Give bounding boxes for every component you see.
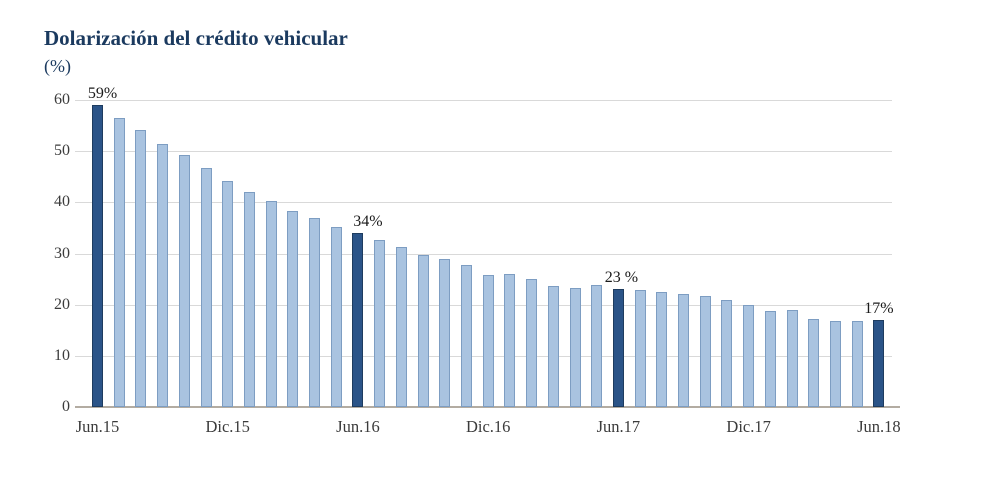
bar-data-label-Jun.18: 17% xyxy=(864,300,894,318)
bar-May.16 xyxy=(330,227,342,407)
bar-Dic.17 xyxy=(743,305,755,407)
x-axis-tick-label-Jun.18: Jun.18 xyxy=(857,417,901,436)
y-axis-tick-label-60: 60 xyxy=(54,91,70,108)
gridline-y30 xyxy=(75,253,892,255)
bar-Sep.17 xyxy=(678,293,690,407)
bar-Jun.18 xyxy=(873,320,885,407)
x-axis-tick-label-Dic.17: Dic.17 xyxy=(726,417,771,436)
x-axis-tick-label-Jun.17: Jun.17 xyxy=(596,417,641,436)
y-axis-tick-label-0: 0 xyxy=(62,398,70,415)
bar-Ene.17 xyxy=(504,273,516,407)
bar-Oct.15 xyxy=(178,155,190,407)
y-axis-tick-label-40: 40 xyxy=(54,193,70,211)
x-axis-tick-label-Dic.15: Dic.15 xyxy=(205,417,250,436)
bar-Jul.17 xyxy=(634,290,646,407)
bar-Oct.17 xyxy=(699,295,711,407)
bar-Mar.17 xyxy=(547,285,559,407)
bar-Ago.15 xyxy=(135,130,147,407)
x-axis-tick-label-Jun.15: Jun.15 xyxy=(75,417,120,436)
y-axis-tick-label-50: 50 xyxy=(54,142,70,160)
bar-Nov.15 xyxy=(200,168,212,407)
bar-Nov.17 xyxy=(721,299,733,407)
bar-Mar.16 xyxy=(287,210,299,407)
bar-data-label-Jun.17: 23 % xyxy=(604,269,639,287)
bar-Feb.17 xyxy=(526,278,538,407)
bar-Ene.18 xyxy=(764,310,776,407)
bar-Feb.18 xyxy=(786,310,798,407)
bar-Jun.15 xyxy=(92,105,103,407)
chart-title: Dolarización del crédito vehicular xyxy=(44,26,348,50)
x-axis-tick-label-Dic.16: Dic.16 xyxy=(465,417,511,436)
y-axis-tick-label-30: 30 xyxy=(54,244,70,262)
bar-data-label-Jun.15: 59% xyxy=(87,85,118,103)
bar-Jun.16 xyxy=(352,233,364,407)
gridline-y40 xyxy=(75,202,892,204)
bar-Sep.16 xyxy=(417,254,429,407)
y-axis-unit-label: (%) xyxy=(44,56,71,76)
bar-Mar.18 xyxy=(808,319,820,407)
bar-Abr.18 xyxy=(829,321,841,407)
bar-Ene.16 xyxy=(243,191,255,407)
bar-Sep.15 xyxy=(157,144,169,407)
bar-data-label-Jun.16: 34% xyxy=(353,213,383,231)
bar-Ago.17 xyxy=(656,292,668,407)
bar-Jun.17 xyxy=(612,289,624,407)
bar-Jul.15 xyxy=(113,117,125,407)
y-axis-tick-label-20: 20 xyxy=(54,295,70,313)
bar-May.18 xyxy=(851,320,863,407)
x-axis-tick-label-Jun.16: Jun.16 xyxy=(336,417,380,436)
x-axis-line xyxy=(75,406,901,408)
bar-Abr.16 xyxy=(309,218,321,407)
gridline-y50 xyxy=(75,151,892,153)
bar-Feb.16 xyxy=(265,201,277,407)
gridline-y60 xyxy=(75,100,892,101)
bar-May.17 xyxy=(591,285,603,407)
bar-Dic.15 xyxy=(222,181,234,407)
y-axis-tick-label-10: 10 xyxy=(54,346,70,364)
bar-Dic.16 xyxy=(482,275,494,407)
bar-Jul.16 xyxy=(374,240,386,407)
bar-Abr.17 xyxy=(569,287,581,407)
bar-Oct.16 xyxy=(439,259,451,407)
bar-Ago.16 xyxy=(395,246,407,407)
bar-Nov.16 xyxy=(460,264,472,407)
plot-area: 59% 34% 23 % 17% xyxy=(75,85,901,408)
